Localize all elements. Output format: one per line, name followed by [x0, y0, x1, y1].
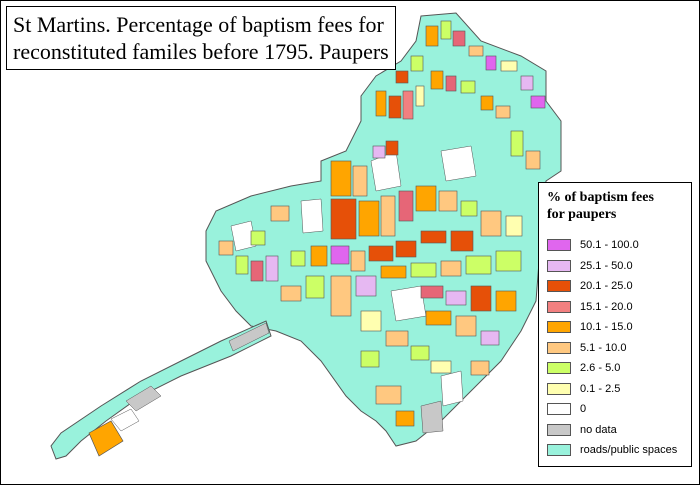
- legend-label: 25.1 - 50.0: [580, 259, 633, 272]
- legend-item: 5.1 - 10.0: [547, 338, 691, 359]
- parcels: [218, 20, 546, 427]
- legend-swatch: [547, 423, 571, 436]
- white-block-sw: [110, 408, 140, 432]
- legend-label: 5.1 - 10.0: [580, 341, 627, 354]
- legend-swatch: [547, 362, 571, 375]
- courtyard-6: [440, 370, 464, 407]
- legend-title: % of baptism fees for paupers: [547, 189, 691, 223]
- courtyard-3: [300, 198, 324, 234]
- legend-item: no data: [547, 420, 691, 441]
- legend-item: 50.1 - 100.0: [547, 235, 691, 256]
- legend-item: 0: [547, 399, 691, 420]
- legend-item: 25.1 - 50.0: [547, 256, 691, 277]
- no-data-patch: [125, 385, 162, 412]
- legend-label: no data: [580, 423, 617, 436]
- legend-swatch: [547, 259, 571, 272]
- map-title: St Martins. Percentage of baptism fees f…: [6, 6, 396, 70]
- title-line-2: reconstituted familes before 1795. Paupe…: [13, 39, 389, 64]
- courtyard-2: [440, 145, 477, 182]
- legend-label: 0: [580, 403, 587, 416]
- legend-item: 10.1 - 15.0: [547, 317, 691, 338]
- legend-swatch: [547, 382, 571, 395]
- no-data-strip: [228, 322, 270, 352]
- legend-label: 0.1 - 2.5: [580, 382, 621, 395]
- legend-title-line-2: for paupers: [547, 207, 617, 222]
- legend-label: 20.1 - 25.0: [580, 280, 633, 293]
- legend-swatch: [547, 403, 571, 416]
- legend-title-line-1: % of baptism fees: [547, 190, 654, 205]
- orange-block-sw: [88, 420, 124, 457]
- courtyard-4: [230, 220, 257, 252]
- legend-items: 50.1 - 100.0 25.1 - 50.0 20.1 - 25.0 15.1 -…: [547, 235, 691, 461]
- legend-label: 50.1 - 100.0: [580, 239, 639, 252]
- legend: % of baptism fees for paupers 50.1 - 100…: [538, 182, 692, 467]
- legend-item: 15.1 - 20.0: [547, 297, 691, 318]
- legend-swatch: [547, 341, 571, 354]
- legend-swatch: [547, 444, 571, 457]
- legend-swatch: [547, 321, 571, 334]
- road-strip: [50, 320, 272, 460]
- legend-swatch: [547, 300, 571, 313]
- legend-label: 10.1 - 15.0: [580, 321, 633, 334]
- legend-item: 20.1 - 25.0: [547, 276, 691, 297]
- legend-label: roads/public spaces: [580, 444, 678, 457]
- legend-item: roads/public spaces: [547, 440, 691, 461]
- legend-label: 15.1 - 20.0: [580, 300, 633, 313]
- title-line-1: St Martins. Percentage of baptism fees f…: [13, 12, 384, 37]
- legend-swatch: [547, 280, 571, 293]
- legend-item: 2.6 - 5.0: [547, 358, 691, 379]
- no-data-se: [420, 400, 444, 434]
- legend-label: 2.6 - 5.0: [580, 362, 621, 375]
- legend-item: 0.1 - 2.5: [547, 379, 691, 400]
- legend-swatch: [547, 239, 571, 252]
